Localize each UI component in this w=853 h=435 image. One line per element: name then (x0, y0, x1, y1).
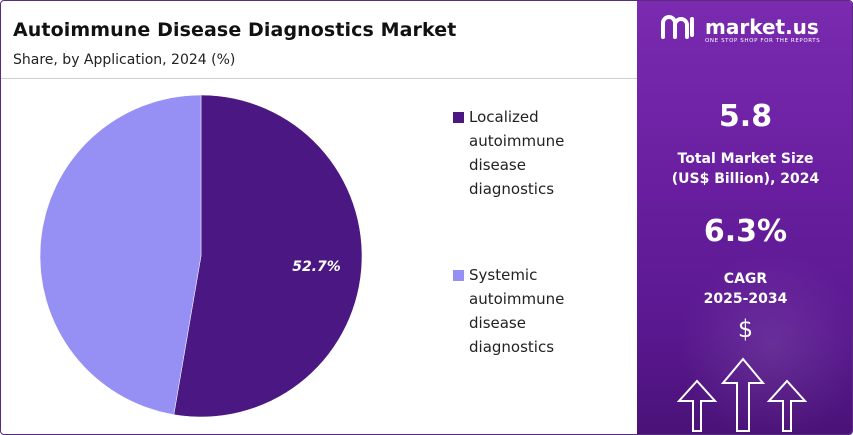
pie-data-label-localized: 52.7% (292, 259, 341, 275)
up-arrow-icon (676, 357, 808, 432)
legend-label-systemic: Systemic autoimmune disease diagnostics (469, 266, 565, 356)
legend-swatch-systemic (453, 270, 464, 281)
brand-logo: market.us ONE STOP SHOP FOR THE REPORTS (659, 11, 839, 44)
header-divider (1, 78, 637, 79)
cagr-label: CAGR 2025-2034 (703, 271, 788, 307)
dollar-icon: $ (737, 315, 754, 343)
stats-panel: market.us ONE STOP SHOP FOR THE REPORTS … (637, 1, 852, 434)
cagr-value: 6.3% (703, 214, 788, 249)
legend-swatch-localized (453, 112, 464, 123)
legend-item-localized: Localized autoimmune disease diagnostics (453, 105, 609, 201)
logo-icon (661, 15, 694, 39)
legend-label-localized: Localized autoimmune disease diagnostics (469, 108, 565, 198)
market-size-label: Total Market Size (US$ Billion), 2024 (671, 151, 820, 187)
pie-chart: 52.7% (39, 94, 363, 418)
brand-name: market.us (705, 15, 819, 39)
pie-slice-localized (173, 94, 363, 418)
pie-slice-systemic (39, 94, 202, 415)
legend-item-systemic: Systemic autoimmune disease diagnostics (453, 263, 609, 359)
chart-title: Autoimmune Disease Diagnostics Market (13, 19, 457, 41)
chart-subtitle: Share, by Application, 2024 (%) (13, 52, 236, 68)
market-size-value: 5.8 (718, 99, 773, 134)
panel-glow (677, 251, 852, 434)
brand-tagline: ONE STOP SHOP FOR THE REPORTS (705, 38, 821, 44)
